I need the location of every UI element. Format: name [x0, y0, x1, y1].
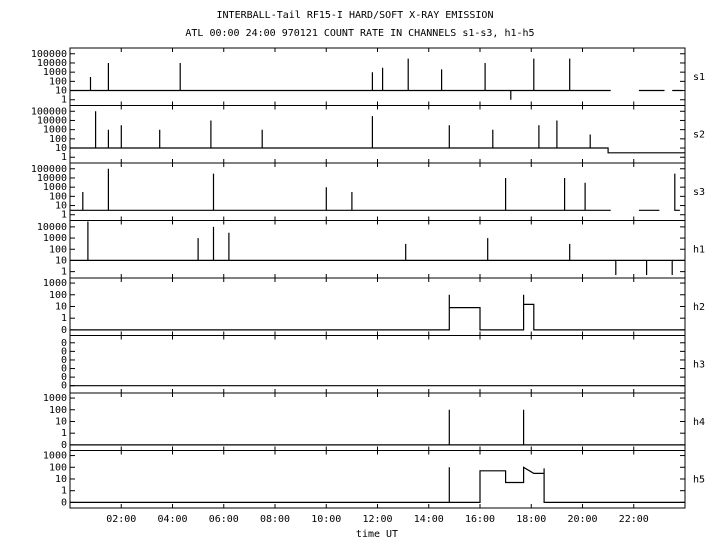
- y-tick-label: 0: [61, 346, 67, 357]
- x-tick-label: 16:00: [465, 514, 495, 525]
- y-tick-label: 10: [55, 301, 67, 312]
- y-tick-label: 100000: [31, 164, 67, 175]
- y-tick-label: 100: [49, 462, 67, 473]
- y-tick-label: 10000: [37, 58, 67, 69]
- y-tick-label: 1000: [43, 393, 67, 404]
- panel-label: h5: [693, 474, 705, 485]
- data-line: [70, 409, 685, 446]
- y-tick-label: 100: [49, 244, 67, 255]
- panel-label: h4: [693, 417, 705, 428]
- y-tick-label: 100: [49, 405, 67, 416]
- y-tick-label: 1: [61, 95, 67, 106]
- y-tick-label: 0: [61, 381, 67, 392]
- y-tick-label: 10: [55, 255, 67, 266]
- y-tick-label: 10: [55, 143, 67, 154]
- x-tick-label: 08:00: [260, 514, 290, 525]
- y-tick-label: 0: [61, 355, 67, 366]
- panel-label: h3: [693, 359, 705, 370]
- y-tick-label: 1000: [43, 67, 67, 78]
- data-line: [70, 221, 685, 275]
- x-tick-label: 20:00: [567, 514, 597, 525]
- y-tick-label: 1000: [43, 233, 67, 244]
- x-tick-label: 12:00: [362, 514, 392, 525]
- x-axis-label: time UT: [356, 529, 398, 540]
- y-tick-label: 1: [61, 428, 67, 439]
- data-line: [70, 466, 685, 503]
- x-tick-label: 10:00: [311, 514, 341, 525]
- x-tick-label: 04:00: [157, 514, 187, 525]
- data-line: [70, 111, 685, 154]
- x-tick-label: 06:00: [209, 514, 239, 525]
- data-line: [70, 294, 685, 331]
- y-tick-label: 10: [55, 474, 67, 485]
- x-tick-label: 14:00: [414, 514, 444, 525]
- y-tick-label: 1: [61, 210, 67, 221]
- x-tick-label: 22:00: [619, 514, 649, 525]
- y-tick-label: 10: [55, 416, 67, 427]
- y-tick-label: 100: [49, 290, 67, 301]
- y-tick-label: 10000: [37, 222, 67, 233]
- y-tick-label: 0: [61, 325, 67, 336]
- y-tick-label: 10: [55, 86, 67, 97]
- y-tick-label: 100: [49, 134, 67, 145]
- y-tick-label: 1000: [43, 451, 67, 462]
- y-tick-label: 10000: [37, 173, 67, 184]
- y-tick-label: 10000: [37, 115, 67, 126]
- y-tick-label: 1: [61, 267, 67, 278]
- y-tick-label: 1000: [43, 182, 67, 193]
- panel-label: s2: [693, 129, 705, 140]
- y-tick-label: 0: [61, 497, 67, 508]
- y-tick-label: 100000: [31, 49, 67, 60]
- y-tick-label: 0: [61, 338, 67, 349]
- panel-label: h1: [693, 244, 705, 255]
- data-line: [70, 58, 683, 100]
- panel-label: s3: [693, 187, 705, 198]
- chart-title: INTERBALL-Tail RF15-I HARD/SOFT X-RAY EM…: [217, 10, 494, 21]
- y-tick-label: 100000: [31, 106, 67, 117]
- y-tick-label: 0: [61, 440, 67, 451]
- data-line: [70, 168, 680, 211]
- x-tick-label: 02:00: [106, 514, 136, 525]
- y-tick-label: 100: [49, 191, 67, 202]
- y-tick-label: 1: [61, 486, 67, 497]
- y-tick-label: 1000: [43, 278, 67, 289]
- y-tick-label: 10: [55, 201, 67, 212]
- y-tick-label: 100: [49, 76, 67, 87]
- panel-label: h2: [693, 302, 705, 313]
- y-tick-label: 1: [61, 152, 67, 163]
- chart-subtitle: ATL 00:00 24:00 970121 COUNT RATE IN CHA…: [185, 28, 534, 39]
- y-tick-label: 1: [61, 313, 67, 324]
- panel-label: s1: [693, 72, 705, 83]
- x-tick-label: 18:00: [516, 514, 546, 525]
- y-tick-label: 1000: [43, 125, 67, 136]
- y-tick-label: 0: [61, 372, 67, 383]
- y-tick-label: 0: [61, 364, 67, 375]
